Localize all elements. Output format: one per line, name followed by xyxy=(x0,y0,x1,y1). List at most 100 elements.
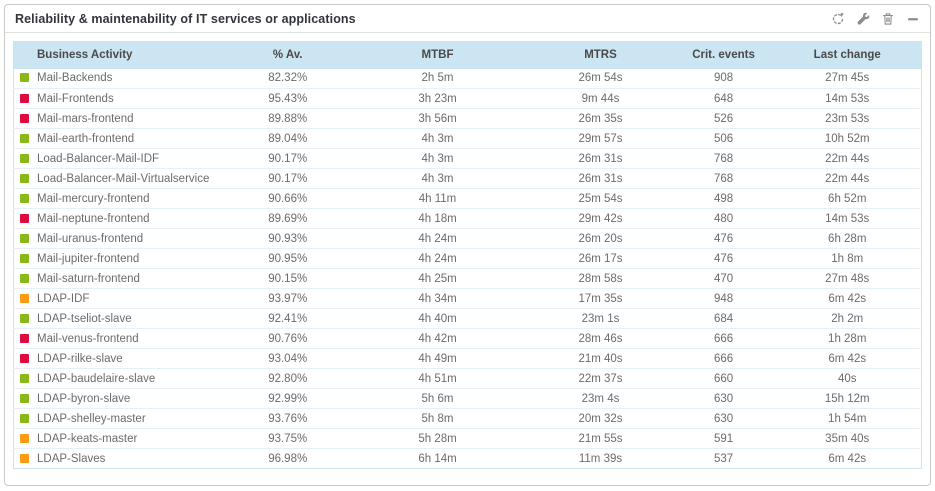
mtrs-value: 26m 35s xyxy=(527,108,674,129)
business-activity-name: Mail-venus-frontend xyxy=(37,332,139,345)
last-change-value: 2h 2m xyxy=(773,308,922,329)
widget-title: Reliability & maintenability of IT servi… xyxy=(15,11,356,26)
mtrs-value: 26m 54s xyxy=(527,68,674,89)
last-change-value: 27m 45s xyxy=(773,68,922,89)
last-change-value: 1h 28m xyxy=(773,328,922,349)
column-header-mtbf: MTBF xyxy=(347,41,528,69)
mtbf-value: 4h 25m xyxy=(347,268,528,289)
table-row[interactable]: LDAP-rilke-slave 93.04% 4h 49m 21m 40s 6… xyxy=(13,348,922,369)
status-square xyxy=(20,213,29,223)
crit-events-value: 526 xyxy=(673,108,774,129)
minus-icon xyxy=(908,17,918,20)
availability-value: 89.88% xyxy=(227,108,348,129)
business-activity-name: Mail-Frontends xyxy=(37,92,114,105)
mtrs-value: 26m 31s xyxy=(527,148,674,169)
crit-events-value: 476 xyxy=(673,248,774,269)
mtbf-value: 4h 34m xyxy=(347,288,528,309)
table-row[interactable]: Mail-Backends 82.32% 2h 5m 26m 54s 908 2… xyxy=(13,68,922,89)
table-header-row: Business Activity % Av. MTBF MTRS Crit. … xyxy=(13,41,922,69)
last-change-value: 6m 42s xyxy=(773,448,922,469)
last-change-value: 1h 54m xyxy=(773,408,922,429)
mtbf-value: 4h 3m xyxy=(347,128,528,149)
mtbf-value: 4h 24m xyxy=(347,228,528,249)
status-square xyxy=(20,133,29,143)
settings-button[interactable] xyxy=(856,12,870,26)
table-row[interactable]: LDAP-tseliot-slave 92.41% 4h 40m 23m 1s … xyxy=(13,308,922,329)
business-activity-name: LDAP-tseliot-slave xyxy=(37,312,132,325)
mtbf-value: 5h 6m xyxy=(347,388,528,409)
mtrs-value: 26m 17s xyxy=(527,248,674,269)
table-row[interactable]: LDAP-baudelaire-slave 92.80% 4h 51m 22m … xyxy=(13,368,922,389)
availability-value: 82.32% xyxy=(227,68,348,89)
refresh-button[interactable] xyxy=(831,12,845,26)
table-row[interactable]: Mail-mercury-frontend 90.66% 4h 11m 25m … xyxy=(13,188,922,209)
business-activity-name: Load-Balancer-Mail-IDF xyxy=(37,152,160,165)
last-change-value: 1h 8m xyxy=(773,248,922,269)
crit-events-value: 470 xyxy=(673,268,774,289)
status-square xyxy=(20,173,29,183)
table-row[interactable]: LDAP-keats-master 93.75% 5h 28m 21m 55s … xyxy=(13,428,922,449)
mtbf-value: 4h 24m xyxy=(347,248,528,269)
last-change-value: 6m 42s xyxy=(773,288,922,309)
table-row[interactable]: Load-Balancer-Mail-Virtualservice 90.17%… xyxy=(13,168,922,189)
column-header-availability: % Av. xyxy=(227,41,348,69)
mtrs-value: 26m 20s xyxy=(527,228,674,249)
business-activity-name: LDAP-rilke-slave xyxy=(37,352,123,365)
status-square xyxy=(20,73,29,83)
mtrs-value: 23m 1s xyxy=(527,308,674,329)
last-change-value: 22m 44s xyxy=(773,168,922,189)
table-row[interactable]: LDAP-byron-slave 92.99% 5h 6m 23m 4s 630… xyxy=(13,388,922,409)
mtrs-value: 11m 39s xyxy=(527,448,674,469)
crit-events-value: 768 xyxy=(673,148,774,169)
mtbf-value: 4h 51m xyxy=(347,368,528,389)
table-row[interactable]: Mail-uranus-frontend 90.93% 4h 24m 26m 2… xyxy=(13,228,922,249)
availability-value: 93.97% xyxy=(227,288,348,309)
business-activity-name: Mail-uranus-frontend xyxy=(37,232,144,245)
status-square xyxy=(20,393,29,403)
crit-events-value: 908 xyxy=(673,68,774,89)
business-activity-name: Mail-jupiter-frontend xyxy=(37,252,140,265)
widget-controls xyxy=(831,12,920,26)
last-change-value: 6m 42s xyxy=(773,348,922,369)
table-row[interactable]: LDAP-IDF 93.97% 4h 34m 17m 35s 948 6m 42… xyxy=(13,288,922,309)
table-row[interactable]: Mail-venus-frontend 90.76% 4h 42m 28m 46… xyxy=(13,328,922,349)
widget-header: Reliability & maintenability of IT servi… xyxy=(5,5,930,33)
table-row[interactable]: Mail-mars-frontend 89.88% 3h 56m 26m 35s… xyxy=(13,108,922,129)
mtrs-value: 28m 46s xyxy=(527,328,674,349)
table-row[interactable]: Mail-neptune-frontend 89.69% 4h 18m 29m … xyxy=(13,208,922,229)
crit-events-value: 666 xyxy=(673,328,774,349)
last-change-value: 22m 44s xyxy=(773,148,922,169)
column-header-business-activity: Business Activity xyxy=(13,41,228,69)
crit-events-value: 684 xyxy=(673,308,774,329)
business-activity-name: Mail-mercury-frontend xyxy=(37,192,150,205)
status-square xyxy=(20,113,29,123)
availability-value: 89.69% xyxy=(227,208,348,229)
table-row[interactable]: Mail-saturn-frontend 90.15% 4h 25m 28m 5… xyxy=(13,268,922,289)
business-activity-name: LDAP-baudelaire-slave xyxy=(37,372,156,385)
last-change-value: 6h 28m xyxy=(773,228,922,249)
mtrs-value: 17m 35s xyxy=(527,288,674,309)
collapse-button[interactable] xyxy=(906,12,920,26)
status-square xyxy=(20,353,29,363)
mtbf-value: 4h 18m xyxy=(347,208,528,229)
availability-value: 93.04% xyxy=(227,348,348,369)
delete-button[interactable] xyxy=(881,12,895,26)
table-row[interactable]: Mail-earth-frontend 89.04% 4h 3m 29m 57s… xyxy=(13,128,922,149)
status-square xyxy=(20,333,29,343)
availability-value: 92.41% xyxy=(227,308,348,329)
availability-value: 89.04% xyxy=(227,128,348,149)
availability-value: 93.76% xyxy=(227,408,348,429)
last-change-value: 6h 52m xyxy=(773,188,922,209)
availability-value: 96.98% xyxy=(227,448,348,469)
ba-table: Business Activity % Av. MTBF MTRS Crit. … xyxy=(13,41,922,469)
table-row[interactable]: LDAP-Slaves 96.98% 6h 14m 11m 39s 537 6m… xyxy=(13,448,922,469)
last-change-value: 23m 53s xyxy=(773,108,922,129)
availability-value: 92.99% xyxy=(227,388,348,409)
table-row[interactable]: Load-Balancer-Mail-IDF 90.17% 4h 3m 26m … xyxy=(13,148,922,169)
wrench-icon xyxy=(857,12,870,25)
table-row[interactable]: Mail-Frontends 95.43% 3h 23m 9m 44s 648 … xyxy=(13,88,922,109)
crit-events-value: 630 xyxy=(673,388,774,409)
status-square xyxy=(20,433,29,443)
table-row[interactable]: Mail-jupiter-frontend 90.95% 4h 24m 26m … xyxy=(13,248,922,269)
table-row[interactable]: LDAP-shelley-master 93.76% 5h 8m 20m 32s… xyxy=(13,408,922,429)
